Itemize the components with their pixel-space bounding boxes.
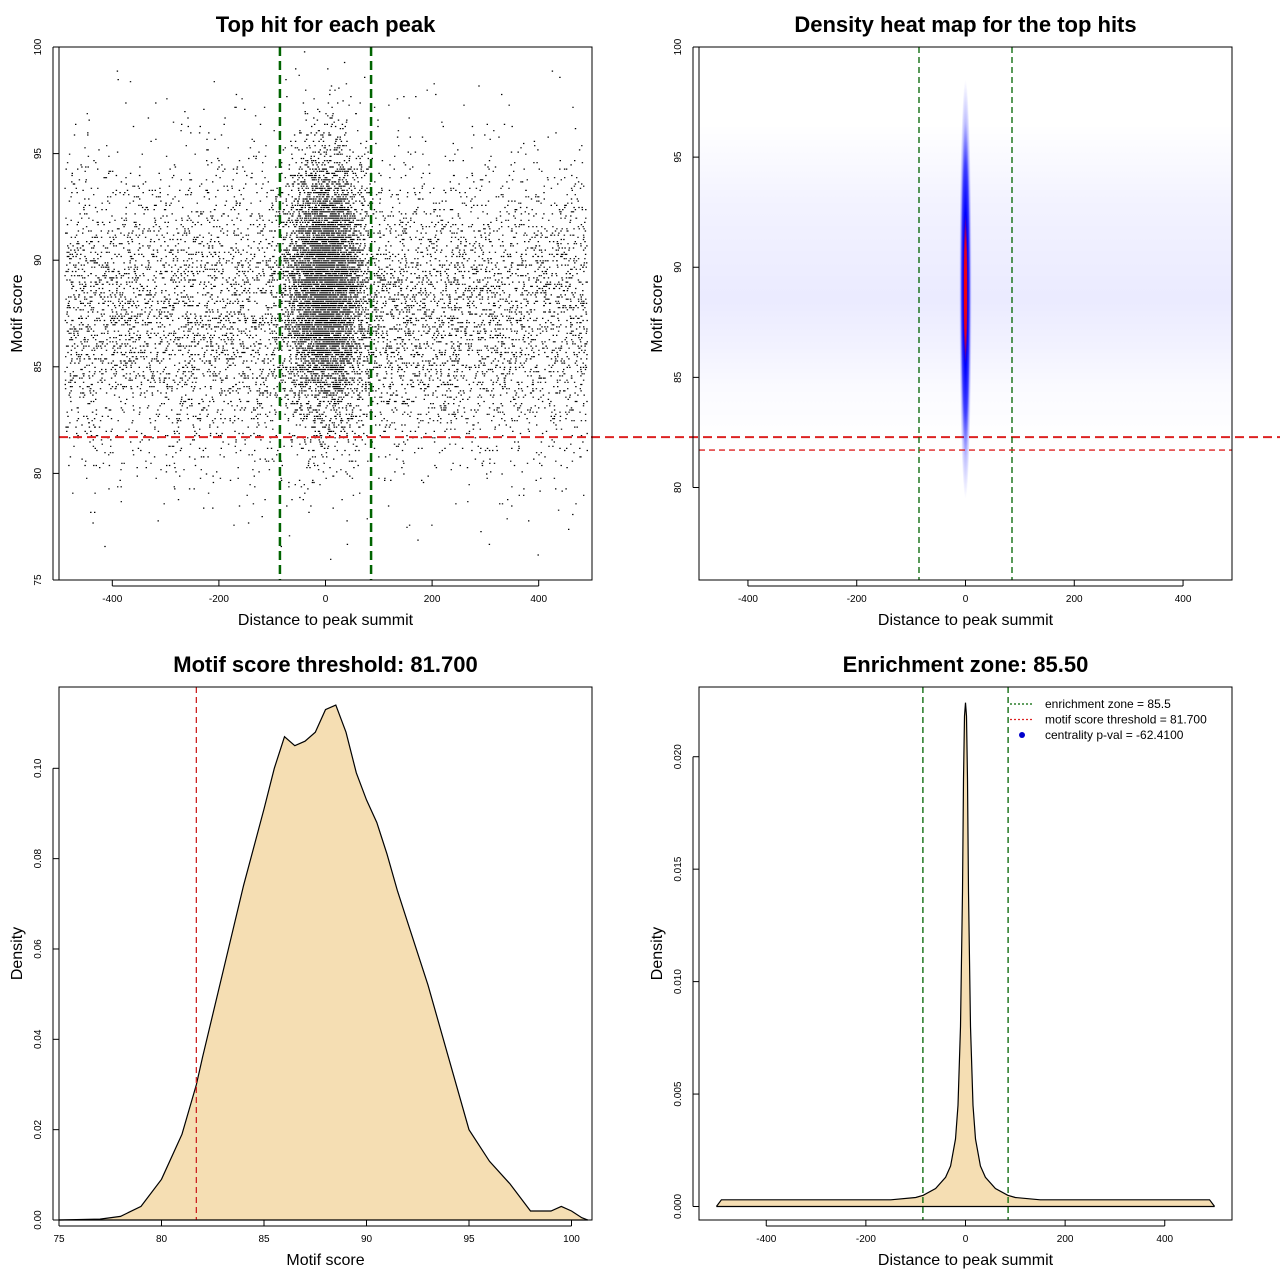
legend-label: enrichment zone = 85.5 (1045, 697, 1171, 711)
x-tick-label: 85 (258, 1234, 270, 1245)
scatter-dots (64, 51, 588, 560)
score-density-chart: Motif score threshold: 81.700 Motif score… (9, 652, 593, 1269)
y-tick-label: 0.000 (673, 1194, 684, 1219)
density-fill (716, 702, 1215, 1207)
x-tick-label: -400 (738, 594, 758, 605)
x-axis-label: Distance to peak summit (878, 1252, 1054, 1269)
density-fill (59, 705, 588, 1220)
x-tick-label: 0 (323, 594, 329, 605)
density-curve (715, 702, 1216, 1207)
x-tick-label: 75 (53, 1234, 65, 1245)
y-tick-label: 80 (673, 481, 684, 493)
x-tick-label: -200 (209, 594, 229, 605)
y-tick-label: 75 (33, 574, 44, 586)
y-tick-label: 0.06 (33, 939, 44, 959)
x-tick-label: 200 (1066, 594, 1083, 605)
y-tick-label: 90 (673, 261, 684, 273)
x-tick-label: 100 (563, 1234, 580, 1245)
legend-label: motif score threshold = 81.700 (1045, 713, 1207, 727)
density-hotspot (959, 79, 972, 499)
y-tick-label: 0.00 (33, 1210, 44, 1230)
x-tick-label: -400 (102, 594, 122, 605)
y-tick-label: 0.020 (673, 744, 684, 769)
heatmap-chart: Density heat map for the top hits Distanc… (649, 12, 1233, 629)
heatmap-cells (699, 79, 1232, 499)
y-tick-label: 80 (33, 467, 44, 479)
x-tick-label: 80 (156, 1234, 168, 1245)
legend: enrichment zone = 85.5 motif score thresh… (1010, 697, 1207, 742)
x-tick-label: 200 (424, 594, 441, 605)
y-axis-label: Motif score (9, 274, 26, 352)
x-tick-label: 0 (963, 1234, 969, 1245)
x-tick-label: 95 (463, 1234, 475, 1245)
y-tick-label: 100 (33, 38, 44, 55)
y-tick-label: 95 (673, 151, 684, 163)
y-tick-label: 0.10 (33, 758, 44, 778)
y-tick-label: 0.04 (33, 1029, 44, 1049)
x-axis-label: Motif score (286, 1252, 364, 1269)
y-tick-label: 95 (33, 148, 44, 160)
y-tick-label: 0.010 (673, 969, 684, 994)
chart-title: Density heat map for the top hits (794, 12, 1136, 37)
y-tick-label: 0.02 (33, 1119, 44, 1139)
chart-title: Enrichment zone: 85.50 (843, 652, 1089, 677)
y-axis-label: Motif score (649, 274, 666, 352)
distance-density-chart: Enrichment zone: 85.50 Distance to peak s… (649, 652, 1233, 1269)
x-axis-label: Distance to peak summit (878, 612, 1054, 629)
y-tick-label: 0.015 (673, 856, 684, 881)
y-tick-label: 90 (33, 254, 44, 266)
y-tick-label: 85 (673, 371, 684, 383)
x-tick-label: 400 (530, 594, 547, 605)
y-axis-label: Density (9, 927, 26, 980)
x-tick-label: 400 (1156, 1234, 1173, 1245)
legend-marker (1019, 732, 1025, 738)
x-tick-label: 0 (963, 594, 969, 605)
x-axis-label: Distance to peak summit (238, 612, 414, 629)
scatter-points (64, 51, 588, 560)
x-tick-label: -200 (847, 594, 867, 605)
y-tick-label: 85 (33, 361, 44, 373)
chart-title: Top hit for each peak (216, 12, 436, 37)
y-tick-label: 100 (673, 38, 684, 55)
x-tick-label: 200 (1057, 1234, 1074, 1245)
y-tick-label: 0.08 (33, 848, 44, 868)
x-tick-label: 90 (361, 1234, 373, 1245)
plot-frame (58, 686, 593, 1221)
legend-label: centrality p-val = -62.4100 (1045, 728, 1184, 742)
chart-title: Motif score threshold: 81.700 (173, 652, 477, 677)
x-tick-label: 400 (1175, 594, 1192, 605)
y-tick-label: 0.005 (673, 1081, 684, 1106)
scatter-chart: Top hit for each peak Distance to peak su… (9, 12, 1280, 629)
x-tick-label: -200 (856, 1234, 876, 1245)
y-axis-label: Density (649, 927, 666, 980)
x-tick-label: -400 (756, 1234, 776, 1245)
density-curve (58, 704, 589, 1221)
